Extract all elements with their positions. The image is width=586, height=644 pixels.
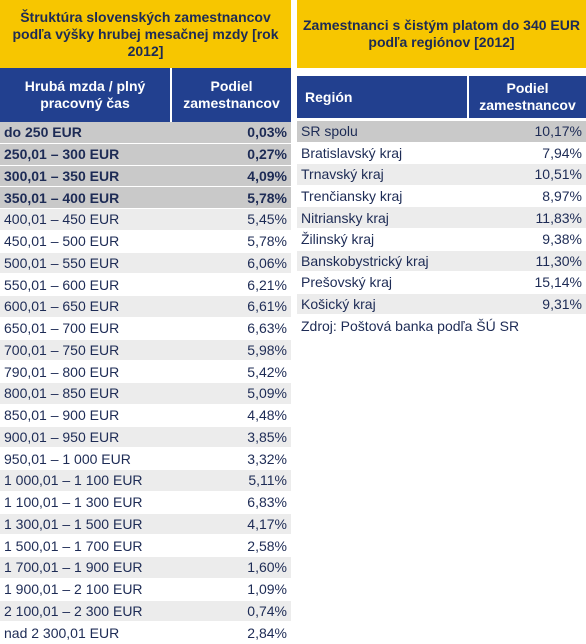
right-label: Košický kraj (297, 293, 469, 316)
right-value: 10,17% (469, 121, 586, 143)
left-label: 2 100,01 – 2 300 EUR (0, 600, 172, 623)
left-value: 1,09% (172, 578, 291, 601)
left-label: 1 300,01 – 1 500 EUR (0, 513, 172, 536)
right-value: 8,97% (469, 185, 586, 208)
left-label: 900,01 – 950 EUR (0, 426, 172, 449)
left-value: 0,27% (172, 143, 291, 166)
left-label: 790,01 – 800 EUR (0, 361, 172, 383)
left-label: nad 2 300,01 EUR (0, 622, 172, 644)
left-value: 5,78% (172, 187, 291, 209)
right-label: Bratislavský kraj (297, 142, 469, 165)
left-value: 5,42% (172, 361, 291, 383)
left-label: 400,01 – 450 EUR (0, 209, 172, 231)
left-value: 6,83% (172, 491, 291, 514)
left-label: 1 700,01 – 1 900 EUR (0, 557, 172, 579)
left-value: 3,85% (172, 426, 291, 449)
left-label: 700,01 – 750 EUR (0, 339, 172, 362)
left-value: 4,17% (172, 513, 291, 536)
right-label: Prešovský kraj (297, 272, 469, 294)
left-label: 1 500,01 – 1 700 EUR (0, 535, 172, 557)
left-label: 300,01 – 350 EUR (0, 165, 172, 188)
right-header: Región (297, 76, 469, 118)
left-value: 5,09% (172, 383, 291, 405)
right-value: 11,83% (469, 207, 586, 229)
left-value: 4,09% (172, 165, 291, 188)
right-value: 11,30% (469, 250, 586, 273)
left-label: do 250 EUR (0, 122, 172, 144)
left-value: 1,60% (172, 557, 291, 579)
left-label: 1 000,01 – 1 100 EUR (0, 470, 172, 492)
left-label: 350,01 – 400 EUR (0, 187, 172, 209)
left-label: 650,01 – 700 EUR (0, 317, 172, 340)
left-value: 5,11% (172, 470, 291, 492)
left-value: 2,58% (172, 535, 291, 557)
left-label: 1 900,01 – 2 100 EUR (0, 578, 172, 601)
left-value: 6,61% (172, 296, 291, 318)
left-label: 600,01 – 650 EUR (0, 296, 172, 318)
right-value: 7,94% (469, 142, 586, 165)
left-value: 5,98% (172, 339, 291, 362)
left-value: 3,32% (172, 448, 291, 470)
left-label: 550,01 – 600 EUR (0, 274, 172, 296)
left-header: Hrubá mzda / plný pracovný čas (0, 68, 172, 122)
left-header: Podiel zamestnancov (172, 68, 291, 122)
left-label: 450,01 – 500 EUR (0, 230, 172, 253)
right-title: Zamestnanci s čistým platom do 340 EUR p… (297, 0, 586, 68)
left-value: 5,45% (172, 209, 291, 231)
left-value: 2,84% (172, 622, 291, 644)
left-label: 850,01 – 900 EUR (0, 404, 172, 427)
left-label: 800,01 – 850 EUR (0, 383, 172, 405)
source: Zdroj: Poštová banka podľa ŠÚ SR (297, 315, 586, 337)
right-label: SR spolu (297, 121, 469, 143)
right-value: 9,38% (469, 229, 586, 251)
left-value: 6,63% (172, 317, 291, 340)
left-value: 6,21% (172, 274, 291, 296)
left-label: 1 100,01 – 1 300 EUR (0, 491, 172, 514)
left-value: 6,06% (172, 252, 291, 275)
left-value: 0,03% (172, 122, 291, 144)
right-label: Žilinský kraj (297, 229, 469, 251)
left-label: 500,01 – 550 EUR (0, 252, 172, 275)
right-label: Nitriansky kraj (297, 207, 469, 229)
right-label: Trenčiansky kraj (297, 185, 469, 208)
right-value: 9,31% (469, 293, 586, 316)
left-label: 950,01 – 1 000 EUR (0, 448, 172, 470)
right-label: Banskobystrický kraj (297, 250, 469, 273)
right-label: Trnavský kraj (297, 164, 469, 186)
right-value: 10,51% (469, 164, 586, 186)
right-value: 15,14% (469, 272, 586, 294)
left-value: 0,74% (172, 600, 291, 623)
left-value: 4,48% (172, 404, 291, 427)
left-value: 5,78% (172, 230, 291, 253)
left-title: Štruktúra slovenských zamestnancov podľa… (0, 0, 291, 68)
left-label: 250,01 – 300 EUR (0, 143, 172, 166)
right-header: Podiel zamestnancov (469, 76, 586, 118)
